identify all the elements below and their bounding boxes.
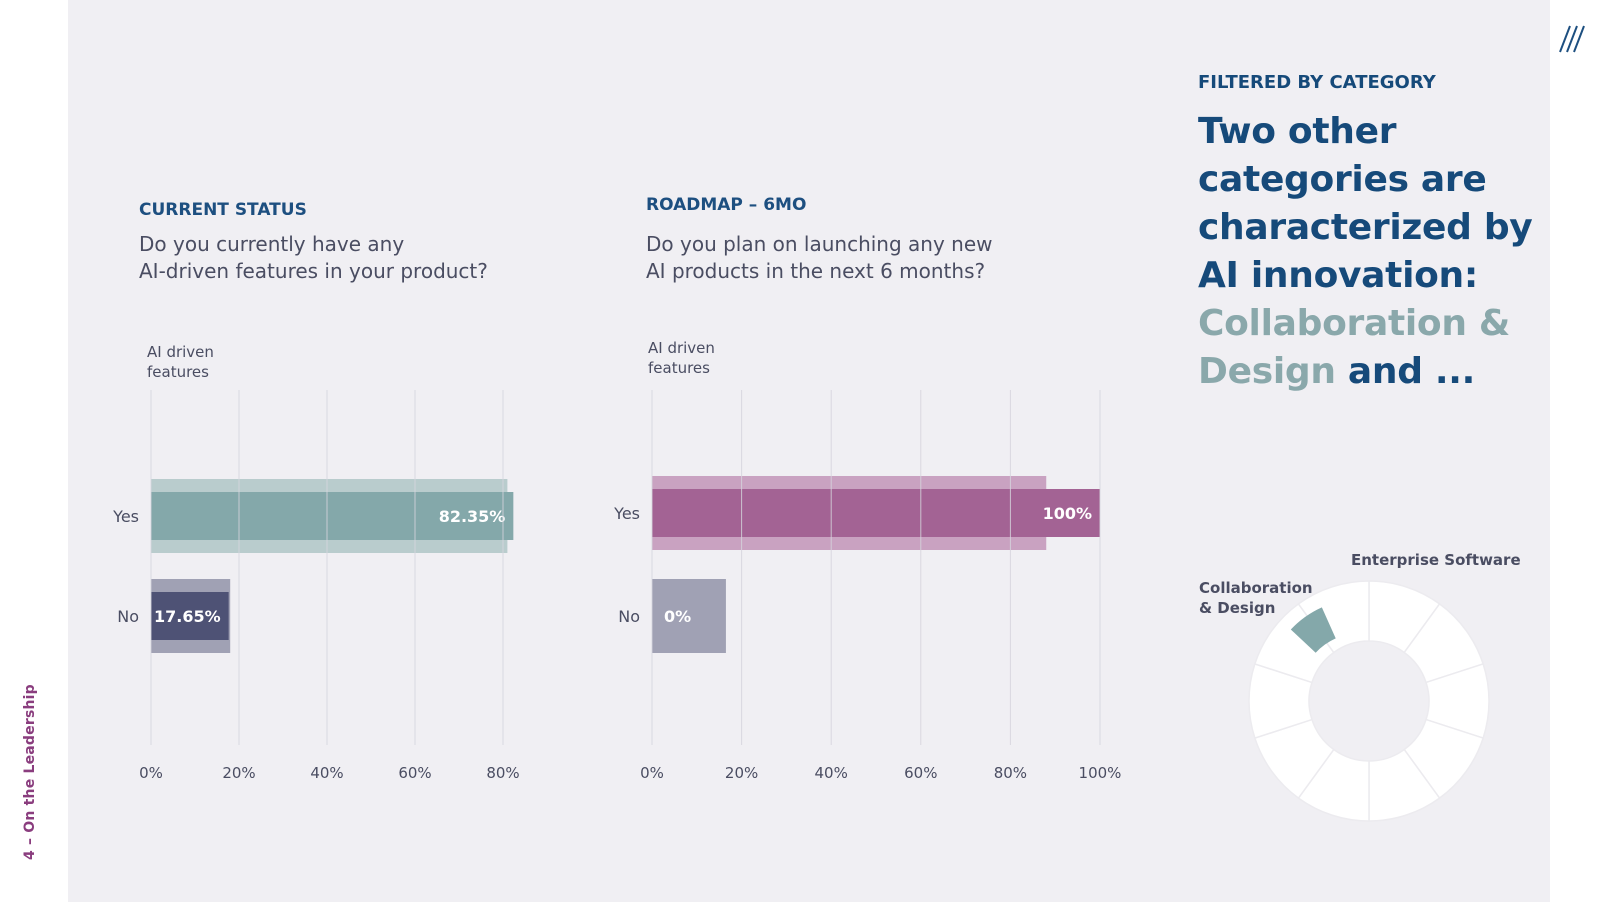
headline-part2: and ...	[1335, 351, 1476, 392]
brand-logo-icon	[1559, 25, 1585, 53]
chart2-bar-chart: Yes 100% No 0% 0% 20% 40% 60% 80% 100%	[613, 390, 1122, 782]
tick-label-20: 20%	[725, 764, 758, 782]
donut-highlight-collab-design	[1290, 607, 1336, 653]
insight-headline: Two other categories are characterized b…	[1198, 108, 1538, 396]
data-label-no: 0%	[664, 607, 691, 626]
chart2-kicker: ROADMAP – 6MO	[646, 195, 807, 215]
chart2-axis-title: AI driven features	[648, 338, 715, 378]
category-label-no: No	[618, 607, 640, 626]
donut-label-collab-line1: Collaboration	[1199, 579, 1313, 597]
donut-label-enterprise: Enterprise Software	[1351, 551, 1521, 569]
category-label-yes: Yes	[112, 507, 139, 526]
donut-label-collab-line2: & Design	[1199, 599, 1275, 617]
tick-label-40: 40%	[815, 764, 848, 782]
tick-label-80: 80%	[486, 764, 519, 782]
tick-label-0: 0%	[640, 764, 664, 782]
filter-label: FILTERED BY CATEGORY	[1198, 72, 1436, 93]
category-label-yes: Yes	[613, 504, 640, 523]
chart1-axis-title-line1: AI driven	[147, 343, 214, 361]
chart1-question-line1: Do you currently have any	[139, 232, 405, 256]
chart1-bar-chart: Yes 82.35% No 17.65% 0% 20% 40% 60% 80%	[112, 390, 520, 782]
chart2-question-line1: Do you plan on launching any new	[646, 232, 993, 256]
chart1-axis-title-line2: features	[147, 363, 209, 381]
data-label-no: 17.65%	[154, 607, 221, 626]
left-margin	[0, 0, 68, 900]
chart1-question: Do you currently have any AI-driven feat…	[139, 231, 488, 285]
tick-label-0: 0%	[139, 764, 163, 782]
headline-accent: Collaboration & Design	[1198, 303, 1511, 392]
chart2-axis-title-line2: features	[648, 359, 710, 377]
chart2-axis-title-line1: AI driven	[648, 339, 715, 357]
chart1-question-line2: AI-driven features in your product?	[139, 259, 488, 283]
insight-panel	[1150, 0, 1550, 902]
value-bar-yes	[151, 492, 514, 540]
chart1-kicker: CURRENT STATUS	[139, 200, 307, 220]
donut-segments	[1248, 580, 1490, 822]
section-label: 4 – On the Leadership	[22, 684, 38, 860]
chart2-question-line2: AI products in the next 6 months?	[646, 259, 986, 283]
data-label-yes: 82.35%	[439, 507, 506, 526]
donut-segment	[1297, 580, 1370, 654]
comparison-bar-no	[652, 579, 726, 653]
category-label-no: No	[117, 607, 139, 626]
tick-label-60: 60%	[398, 764, 431, 782]
tick-label-100: 100%	[1079, 764, 1122, 782]
headline-part1: Two other categories are characterized b…	[1198, 111, 1533, 296]
tick-label-40: 40%	[310, 764, 343, 782]
chart2-question: Do you plan on launching any new AI prod…	[646, 231, 993, 285]
charts-panel	[68, 0, 1150, 902]
data-label-yes: 100%	[1043, 504, 1092, 523]
tick-label-60: 60%	[904, 764, 937, 782]
tick-label-80: 80%	[994, 764, 1027, 782]
tick-label-20: 20%	[222, 764, 255, 782]
value-bar-yes	[652, 489, 1100, 537]
value-bar-no	[151, 592, 229, 640]
category-donut: Enterprise Software Collaboration & Desi…	[1199, 551, 1521, 822]
chart1-axis-title: AI driven features	[147, 342, 214, 382]
